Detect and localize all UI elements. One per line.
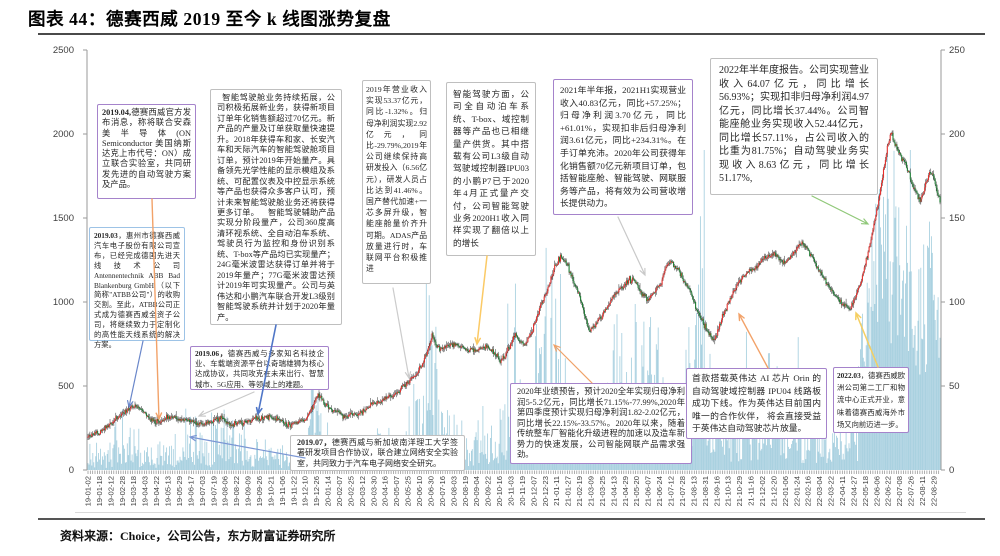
svg-text:20-06-10: 20-06-10 bbox=[415, 476, 424, 506]
svg-text:21-09-16: 21-09-16 bbox=[712, 476, 721, 506]
svg-text:21-04-13: 21-04-13 bbox=[609, 476, 618, 506]
svg-text:19-04-22: 19-04-22 bbox=[152, 476, 161, 506]
svg-text:19-01-18: 19-01-18 bbox=[95, 476, 104, 506]
svg-text:20-03-30: 20-03-30 bbox=[369, 476, 378, 506]
svg-text:22-04-27: 22-04-27 bbox=[849, 476, 858, 506]
svg-text:22-02-16: 22-02-16 bbox=[804, 476, 813, 506]
svg-text:21-08-13: 21-08-13 bbox=[689, 476, 698, 506]
svg-text:20-02-25: 20-02-25 bbox=[346, 476, 355, 506]
svg-text:21-12-02: 21-12-02 bbox=[758, 476, 767, 506]
svg-text:21-07-28: 21-07-28 bbox=[678, 476, 687, 506]
svg-text:20-01-14: 20-01-14 bbox=[324, 476, 333, 506]
svg-text:19-12-10: 19-12-10 bbox=[301, 476, 310, 506]
svg-text:50: 50 bbox=[949, 381, 960, 392]
svg-text:19-07-03: 19-07-03 bbox=[198, 476, 207, 506]
svg-text:21-06-24: 21-06-24 bbox=[655, 476, 664, 506]
svg-text:20-10-16: 20-10-16 bbox=[495, 476, 504, 506]
svg-text:19-02-28: 19-02-28 bbox=[118, 476, 127, 506]
svg-text:22-01-06: 22-01-06 bbox=[781, 476, 790, 506]
svg-text:19-09-09: 19-09-09 bbox=[244, 476, 253, 506]
svg-text:21-12-20: 21-12-20 bbox=[769, 476, 778, 506]
svg-text:21-10-29: 21-10-29 bbox=[735, 476, 744, 506]
svg-text:19-05-13: 19-05-13 bbox=[164, 476, 173, 506]
svg-text:20-11-03: 20-11-03 bbox=[507, 476, 516, 506]
svg-text:22-06-22: 22-06-22 bbox=[884, 476, 893, 506]
svg-text:19-01-02: 19-01-02 bbox=[84, 476, 93, 506]
svg-text:2500: 2500 bbox=[53, 45, 74, 56]
svg-text:21-08-31: 21-08-31 bbox=[701, 476, 710, 506]
svg-text:22-03-04: 22-03-04 bbox=[815, 476, 824, 506]
svg-text:21-06-07: 21-06-07 bbox=[644, 476, 653, 506]
svg-text:2000: 2000 bbox=[53, 129, 74, 140]
svg-text:19-05-29: 19-05-29 bbox=[175, 476, 184, 506]
svg-text:20-12-23: 20-12-23 bbox=[541, 476, 550, 506]
svg-text:21-01-27: 21-01-27 bbox=[564, 476, 573, 506]
svg-text:20-11-19: 20-11-19 bbox=[518, 476, 527, 506]
svg-text:19-04-03: 19-04-03 bbox=[141, 476, 150, 506]
svg-text:21-07-12: 21-07-12 bbox=[667, 476, 676, 506]
svg-text:22-04-11: 22-04-11 bbox=[838, 476, 847, 506]
svg-text:0: 0 bbox=[949, 465, 954, 476]
svg-text:100: 100 bbox=[949, 297, 965, 308]
svg-text:19-08-22: 19-08-22 bbox=[232, 476, 241, 506]
svg-text:21-05-20: 21-05-20 bbox=[632, 476, 641, 506]
svg-text:20-05-07: 20-05-07 bbox=[392, 476, 401, 506]
svg-text:21-02-19: 21-02-19 bbox=[575, 476, 584, 506]
svg-text:22-08-11: 22-08-11 bbox=[918, 476, 927, 506]
svg-text:19-10-21: 19-10-21 bbox=[266, 476, 275, 506]
svg-text:500: 500 bbox=[58, 381, 74, 392]
svg-text:20-05-25: 20-05-25 bbox=[404, 476, 413, 506]
svg-text:20-09-22: 20-09-22 bbox=[484, 476, 493, 506]
svg-text:200: 200 bbox=[949, 129, 965, 140]
svg-text:19-06-17: 19-06-17 bbox=[186, 476, 195, 506]
svg-text:22-07-26: 22-07-26 bbox=[907, 476, 916, 506]
svg-text:19-12-26: 19-12-26 bbox=[312, 476, 321, 506]
svg-text:22-05-18: 22-05-18 bbox=[861, 476, 870, 506]
svg-text:20-03-12: 20-03-12 bbox=[358, 476, 367, 506]
svg-text:20-09-04: 20-09-04 bbox=[472, 476, 481, 506]
svg-text:19-02-12: 19-02-12 bbox=[106, 476, 115, 506]
svg-text:20-07-16: 20-07-16 bbox=[438, 476, 447, 506]
svg-text:21-01-11: 21-01-11 bbox=[552, 476, 561, 506]
svg-text:21-04-29: 21-04-29 bbox=[621, 476, 630, 506]
svg-text:22-03-22: 22-03-22 bbox=[827, 476, 836, 506]
svg-text:22-01-24: 22-01-24 bbox=[792, 476, 801, 506]
svg-text:21-10-13: 21-10-13 bbox=[724, 476, 733, 506]
svg-text:22-08-29: 22-08-29 bbox=[930, 476, 939, 506]
svg-text:150: 150 bbox=[949, 213, 965, 224]
svg-text:19-03-18: 19-03-18 bbox=[129, 476, 138, 506]
svg-text:19-08-06: 19-08-06 bbox=[221, 476, 230, 506]
svg-text:20-02-07: 20-02-07 bbox=[335, 476, 344, 506]
svg-text:1000: 1000 bbox=[53, 297, 74, 308]
svg-text:20-04-16: 20-04-16 bbox=[381, 476, 390, 506]
svg-text:21-03-25: 21-03-25 bbox=[598, 476, 607, 506]
svg-text:19-09-26: 19-09-26 bbox=[255, 476, 264, 506]
svg-text:21-03-09: 21-03-09 bbox=[587, 476, 596, 506]
svg-text:250: 250 bbox=[949, 45, 965, 56]
svg-text:19-11-22: 19-11-22 bbox=[289, 476, 298, 506]
svg-text:20-12-07: 20-12-07 bbox=[529, 476, 538, 506]
svg-text:20-08-19: 20-08-19 bbox=[461, 476, 470, 506]
svg-text:21-11-16: 21-11-16 bbox=[747, 476, 756, 506]
svg-text:20-06-30: 20-06-30 bbox=[427, 476, 436, 506]
svg-text:1500: 1500 bbox=[53, 213, 74, 224]
svg-text:0: 0 bbox=[69, 465, 74, 476]
svg-text:19-11-06: 19-11-06 bbox=[278, 476, 287, 506]
svg-text:22-07-08: 22-07-08 bbox=[895, 476, 904, 506]
svg-text:19-07-19: 19-07-19 bbox=[209, 476, 218, 506]
svg-text:22-06-06: 22-06-06 bbox=[872, 476, 881, 506]
svg-text:20-08-03: 20-08-03 bbox=[449, 476, 458, 506]
